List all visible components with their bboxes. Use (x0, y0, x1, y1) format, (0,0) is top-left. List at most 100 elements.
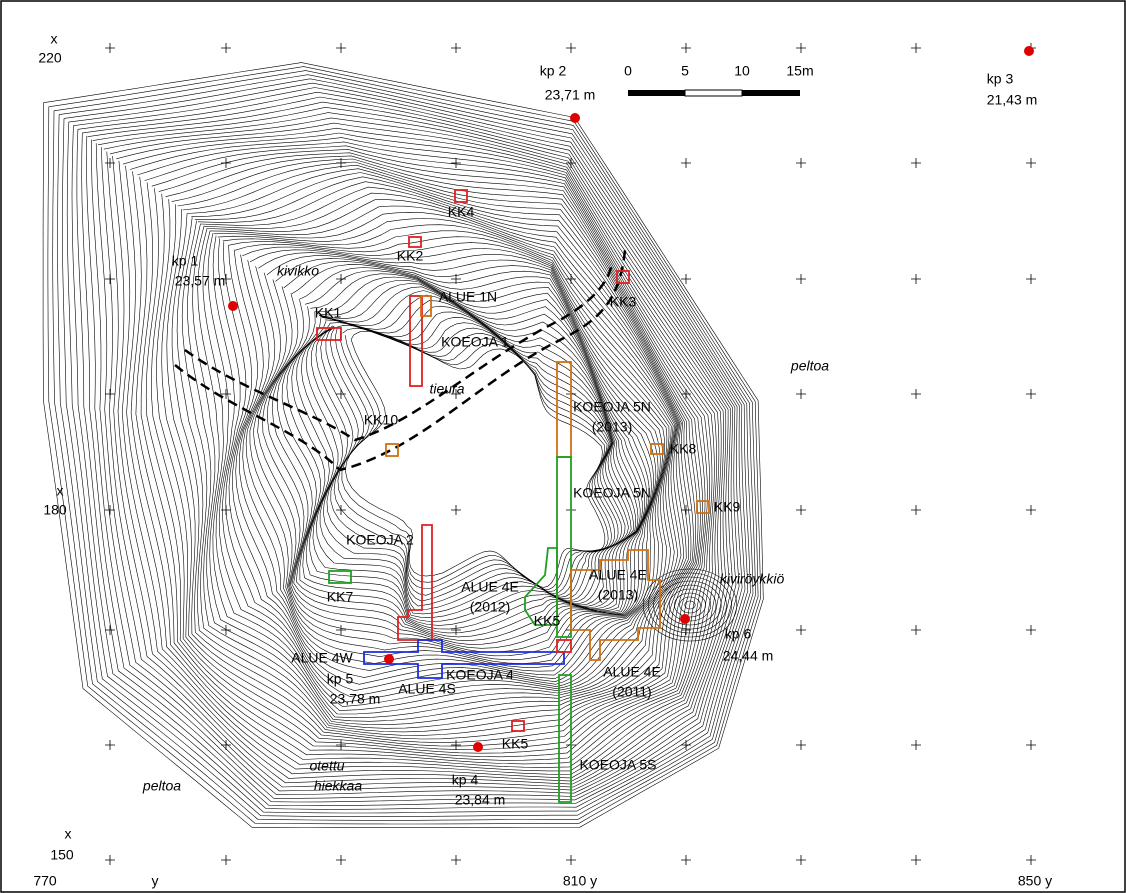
benchmark (473, 742, 483, 752)
x-axis-label: x (51, 31, 58, 47)
grid-cross (221, 625, 231, 635)
area-label: (2013) (592, 419, 632, 435)
trench (570, 549, 661, 661)
contour-line (145, 152, 711, 758)
y-axis-label: y (152, 873, 159, 889)
contour-line (341, 327, 609, 590)
features (174, 89, 800, 803)
contour-line (135, 145, 715, 765)
grid-cross (105, 43, 115, 53)
test-pit-label: KK9 (714, 499, 741, 515)
contour-line (310, 305, 632, 618)
grid-cross (336, 389, 346, 399)
test-pit-label: KK10 (364, 412, 398, 428)
benchmark-name: kp 4 (452, 772, 479, 788)
contour-line (42, 62, 764, 828)
grid-cross (911, 855, 921, 865)
contour-line (166, 164, 701, 743)
trench (363, 639, 565, 679)
grid-cross (451, 855, 461, 865)
test-pit-label: KK2 (397, 248, 424, 264)
grid-cross (796, 625, 806, 635)
road-edge (174, 249, 627, 472)
contour-line (262, 267, 654, 657)
contour-line (187, 181, 692, 729)
scale-label: 5 (681, 63, 689, 79)
grid-cross (451, 389, 461, 399)
contour-line (257, 264, 657, 661)
test-pit-label: KK1 (315, 305, 342, 321)
grid-cross (681, 43, 691, 53)
grid-cross (451, 43, 461, 53)
contour-line (242, 252, 666, 676)
contour-line (112, 127, 724, 779)
grid-cross (566, 43, 576, 53)
grid-cross (911, 158, 921, 168)
contour-line (642, 568, 738, 642)
contour-line (140, 149, 713, 761)
scale-label: 0 (624, 63, 632, 79)
grid-cross (796, 274, 806, 284)
grid-cross (796, 505, 806, 515)
contour-line (300, 294, 637, 626)
contour-line (118, 132, 722, 775)
benchmark-elevation: 23,84 m (455, 792, 506, 808)
grid-cross (911, 740, 921, 750)
benchmark-name: kp 5 (327, 671, 354, 687)
scale-label: 15m (786, 63, 813, 79)
trench (524, 547, 558, 626)
contour-line (130, 141, 717, 768)
contour-line (151, 155, 708, 754)
test-pit (408, 236, 422, 248)
contour-line (232, 236, 672, 692)
scale-label: 10 (734, 63, 750, 79)
area-label: KOEOJA 4 (446, 667, 514, 683)
test-pit (696, 500, 710, 514)
grid-cross (1026, 625, 1036, 635)
contour-line (320, 315, 626, 611)
grid-cross (681, 274, 691, 284)
grid-cross (105, 855, 115, 865)
grid-cross (336, 625, 346, 635)
contour-line (222, 224, 676, 703)
y-coordinate: 810 y (563, 873, 597, 889)
grid-cross (796, 855, 806, 865)
contour-line (52, 70, 759, 821)
test-pit (616, 270, 630, 284)
contour-line (125, 137, 720, 772)
test-pit-label: KK5 (502, 736, 529, 752)
contour-line (238, 248, 668, 680)
grid-cross (105, 505, 115, 515)
contour-line (252, 261, 659, 664)
trench (409, 295, 423, 387)
grid-cross (681, 389, 691, 399)
benchmark (1024, 46, 1034, 56)
grid-cross (105, 625, 115, 635)
contour-line (176, 172, 697, 736)
contour-line (47, 66, 762, 825)
trench (556, 639, 572, 653)
benchmark (680, 614, 690, 624)
contour-line (653, 576, 727, 634)
benchmark-elevation: 23,57 m (175, 273, 226, 289)
area-label: (2011) (612, 684, 651, 700)
grid-cross (796, 740, 806, 750)
contour-line (156, 158, 706, 750)
area-label: (2013) (598, 587, 638, 603)
grid-cross (451, 158, 461, 168)
grid-cross (336, 505, 346, 515)
contour-line (95, 112, 734, 788)
test-pit (511, 720, 525, 732)
contour-line (271, 273, 650, 649)
place-name: peltoa (142, 778, 181, 794)
benchmark (570, 113, 580, 123)
area-label: ALUE 4E (461, 579, 519, 595)
contour-line (674, 592, 706, 618)
contour-line (235, 242, 670, 685)
grid-cross (221, 158, 231, 168)
grid-cross (911, 43, 921, 53)
contour-line (276, 276, 648, 645)
x-axis-label: x (57, 483, 64, 499)
area-label: KOEOJA 1 (441, 334, 509, 350)
